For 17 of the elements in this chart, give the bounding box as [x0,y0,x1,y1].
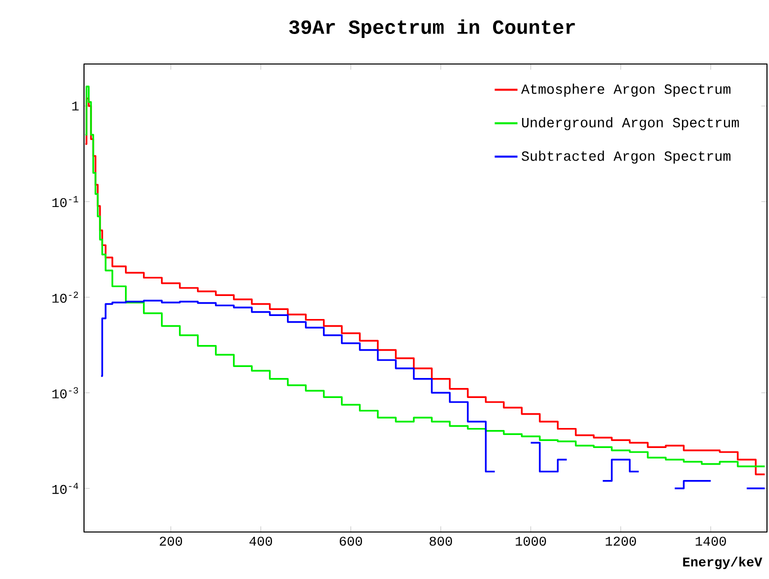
x-tick-label: 800 [430,536,452,546]
x-axis-title: Energy/keV [683,556,762,570]
x-tick-label: 600 [340,536,362,546]
y-tick-label: 1 [72,102,79,110]
x-tick-label: 1200 [606,536,636,546]
chart-title: 39Ar Spectrum in Counter [289,19,575,38]
y-tick-label: 10$^{-4}$ [52,482,78,494]
y-tick-label: 10$^{-1}$ [52,196,78,208]
x-tick-label: 1400 [696,536,726,546]
legend-label: Atmosphere Argon Spectrum [521,84,730,97]
x-tick-label: 200 [160,536,182,546]
x-tick-label: 1000 [516,536,546,546]
legend-label: Underground Argon Spectrum [522,117,739,130]
x-tick-label: 400 [249,536,272,546]
legend-label: Subtracted Argon Spectrum [522,150,730,164]
y-tick-label: 10$^{-2}$ [52,292,78,303]
y-tick-label: 10$^{-3}$ [52,387,78,398]
